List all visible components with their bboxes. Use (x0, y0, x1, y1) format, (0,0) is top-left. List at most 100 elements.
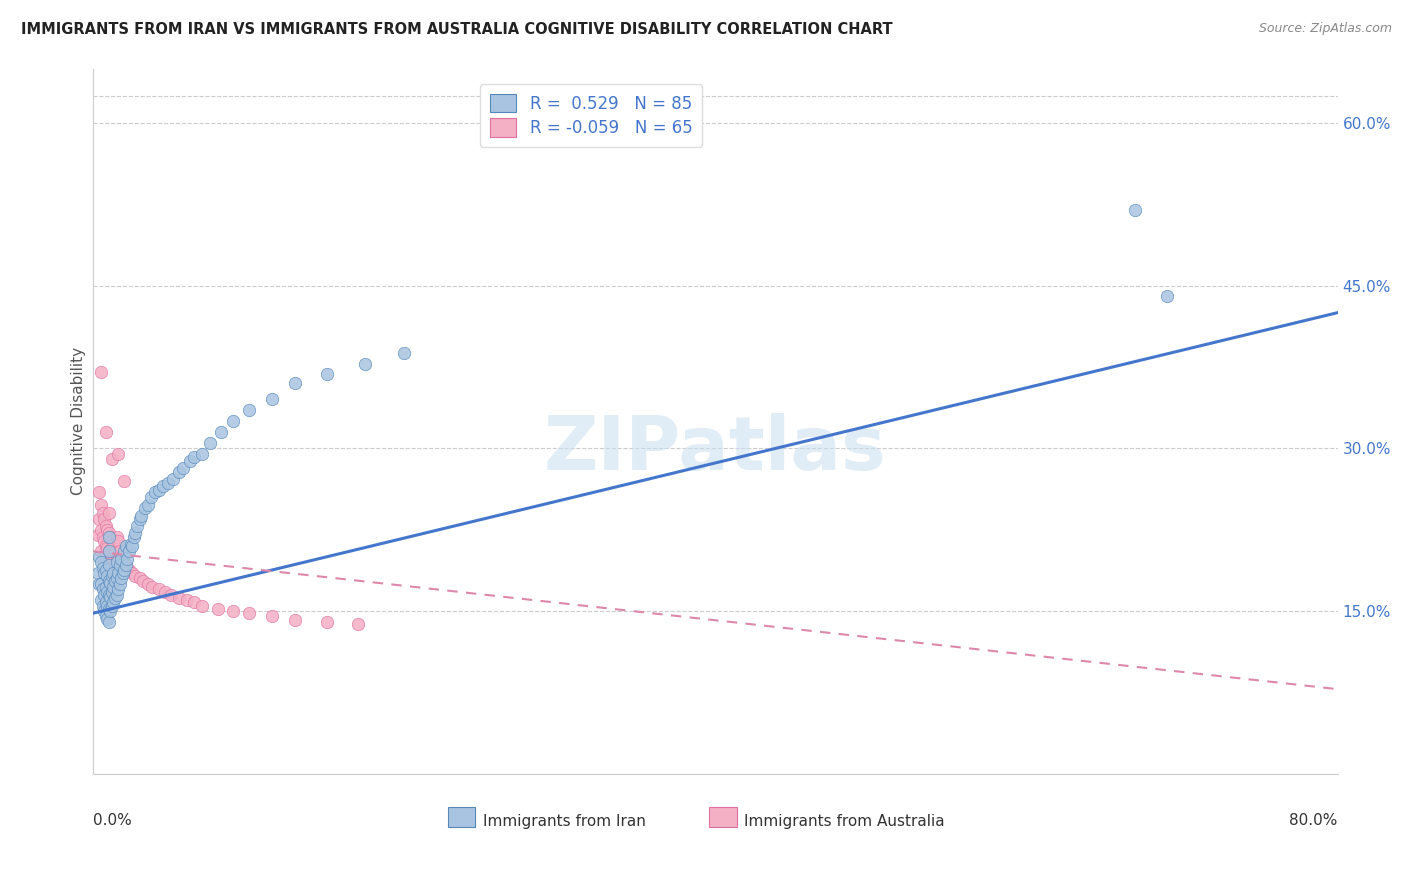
Point (91, 599, 114, 613)
Point (136, 498, 159, 512)
Point (120, 537, 142, 551)
Point (96, 584, 118, 599)
Point (354, 357, 377, 371)
Y-axis label: Cognitive Disability: Cognitive Disability (72, 347, 86, 495)
Point (101, 452, 124, 467)
Point (112, 563, 135, 577)
FancyBboxPatch shape (449, 807, 475, 827)
Point (117, 560, 139, 574)
Point (89, 549, 111, 564)
Point (104, 591, 127, 605)
FancyBboxPatch shape (709, 807, 737, 827)
Point (139, 490, 162, 504)
Point (101, 533, 124, 548)
Point (94, 563, 117, 577)
Point (284, 376, 307, 391)
Point (93, 604, 115, 618)
Point (91, 530, 114, 544)
Point (103, 580, 125, 594)
Point (93, 512, 115, 526)
Point (110, 572, 132, 586)
Point (121, 539, 143, 553)
Point (105, 530, 128, 544)
Point (110, 552, 132, 566)
Point (346, 617, 368, 632)
Point (94, 539, 117, 553)
Point (315, 368, 337, 382)
Point (183, 450, 205, 464)
Text: Source: ZipAtlas.com: Source: ZipAtlas.com (1258, 22, 1392, 36)
Point (91, 549, 114, 564)
Point (207, 602, 229, 616)
Point (98, 604, 121, 618)
Point (125, 519, 148, 533)
Point (262, 609, 284, 624)
Point (179, 454, 201, 468)
Point (94, 595, 117, 609)
Point (115, 539, 138, 553)
Point (101, 569, 124, 583)
Point (89, 577, 111, 591)
Point (160, 588, 183, 602)
Text: 0.0%: 0.0% (93, 813, 132, 828)
Point (128, 512, 150, 526)
Point (87, 528, 110, 542)
Point (98, 530, 121, 544)
Point (167, 465, 190, 479)
Legend: R =  0.529   N = 85, R = -0.059   N = 65: R = 0.529 N = 85, R = -0.059 N = 65 (479, 84, 703, 147)
Point (238, 403, 260, 417)
Point (90, 593, 112, 607)
Point (128, 572, 150, 586)
Point (91, 507, 114, 521)
Point (172, 460, 194, 475)
Point (98, 575, 121, 590)
Point (111, 566, 134, 580)
Point (112, 544, 135, 558)
Point (108, 558, 131, 573)
Point (107, 533, 129, 548)
Point (118, 563, 141, 577)
Point (93, 588, 115, 602)
Point (96, 558, 118, 573)
Point (97, 615, 120, 629)
Point (97, 544, 120, 558)
Point (90, 555, 112, 569)
Point (101, 584, 124, 599)
Point (107, 566, 129, 580)
Point (191, 599, 214, 613)
Point (90, 544, 112, 558)
Point (108, 577, 131, 591)
Point (89, 484, 111, 499)
Point (105, 588, 128, 602)
Point (111, 552, 134, 566)
Point (103, 566, 125, 580)
Point (191, 447, 214, 461)
Point (96, 599, 118, 613)
Point (183, 595, 205, 609)
Point (90, 577, 112, 591)
Text: Immigrants from Iran: Immigrants from Iran (482, 814, 645, 829)
Point (105, 549, 128, 564)
Point (134, 500, 156, 515)
Point (110, 549, 132, 564)
Point (105, 572, 128, 586)
Point (162, 472, 184, 486)
Point (97, 560, 120, 574)
Point (124, 525, 146, 540)
Point (93, 533, 115, 548)
Text: ZIPatlas: ZIPatlas (544, 413, 887, 486)
Point (105, 555, 128, 569)
Point (91, 582, 114, 597)
Point (167, 591, 190, 605)
Point (394, 346, 416, 360)
Point (222, 414, 245, 428)
Point (98, 590, 121, 604)
Point (131, 508, 153, 523)
Point (96, 523, 118, 537)
Point (121, 566, 143, 580)
Point (101, 552, 124, 566)
Point (124, 569, 146, 583)
Point (198, 435, 221, 450)
Point (107, 582, 129, 597)
Point (156, 475, 179, 490)
